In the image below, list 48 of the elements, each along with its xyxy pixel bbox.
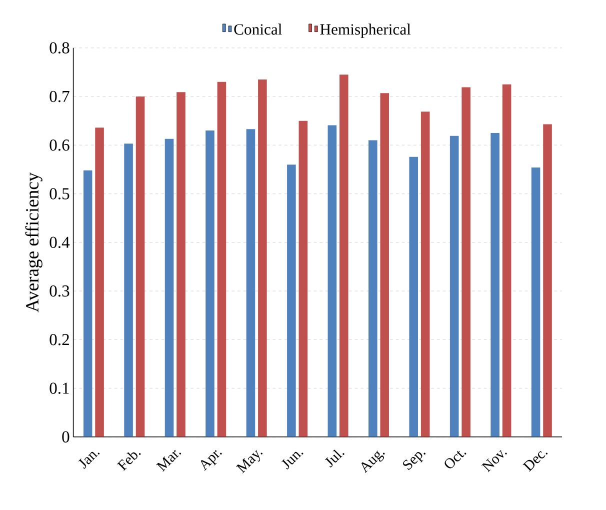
x-tick-label: Jan. (78, 452, 100, 469)
bar (246, 129, 256, 437)
bar (95, 128, 104, 437)
bar (206, 130, 214, 437)
y-tick-label: 0.7 (50, 90, 70, 102)
bar (543, 124, 552, 437)
x-tick-label: May. (236, 450, 262, 474)
bar (83, 170, 92, 437)
x-tick-label: Oct. (444, 450, 466, 468)
y-tick-label: 0.2 (50, 334, 69, 346)
legend-label: Conical (234, 24, 282, 35)
y-tick-label: 0.6 (50, 139, 70, 151)
bar (502, 84, 512, 437)
y-tick-label: 0.5 (50, 188, 70, 200)
x-tick-label: Jul. (324, 449, 344, 468)
x-tick-label: Apr. (200, 450, 222, 471)
bar (368, 140, 378, 437)
bar (339, 74, 348, 437)
bar (490, 132, 500, 437)
bar (124, 144, 133, 437)
bar (287, 164, 296, 437)
x-tick-label: Nov. (481, 450, 507, 472)
bar (176, 92, 186, 437)
bar (450, 136, 459, 437)
bar (136, 96, 145, 437)
x-tick-label: Mar. (156, 450, 182, 472)
y-tick-label: 0.8 (50, 42, 70, 54)
legend-label: Hemispherical (320, 24, 411, 38)
bar (531, 167, 540, 437)
x-tick-label: Jun. (282, 452, 304, 470)
y-tick-label: 0 (62, 431, 70, 442)
bar (258, 79, 267, 437)
bar (409, 156, 418, 437)
x-tick-label: Feb. (116, 452, 141, 471)
y-axis-title: Average efficiency (25, 172, 42, 312)
bar (164, 138, 174, 437)
bar (217, 82, 226, 437)
bar (420, 111, 430, 437)
y-tick-label: 0.3 (50, 285, 70, 297)
bar (380, 93, 390, 437)
bar (298, 120, 308, 437)
bar (462, 87, 470, 437)
x-tick-label: Dec. (522, 450, 548, 472)
bar (328, 125, 337, 437)
x-tick-label: Aug. (362, 450, 385, 474)
y-tick-label: 0.1 (50, 382, 69, 394)
x-tick-label: Sep. (403, 452, 426, 470)
y-tick-label: 0.4 (50, 236, 70, 248)
